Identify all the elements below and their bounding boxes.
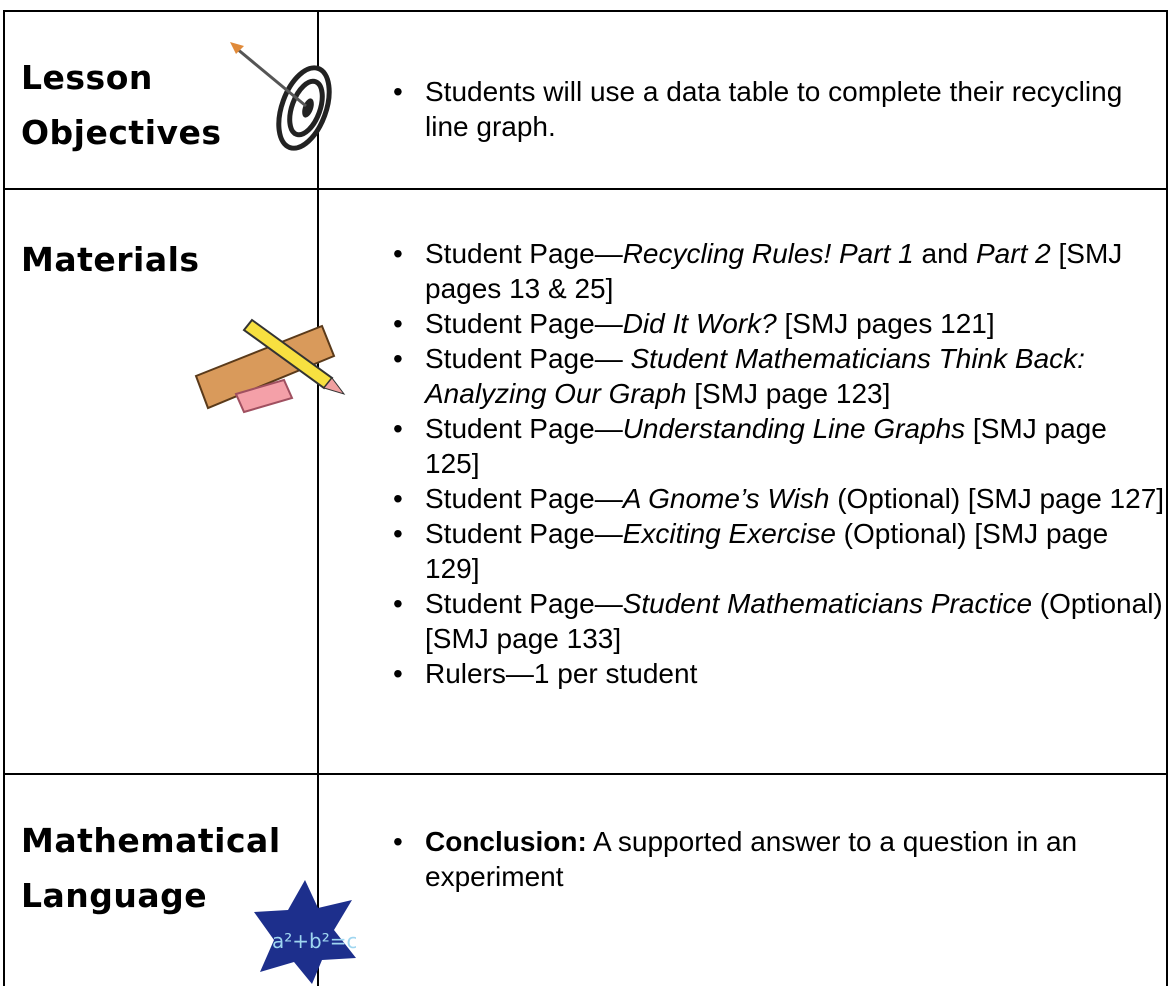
list-item: Student Page—Exciting Exercise (Optional… — [393, 516, 1165, 586]
list-item: Student Page— Student Mathematicians Thi… — [393, 341, 1165, 411]
list-item: Conclusion: A supported answer to a ques… — [393, 824, 1165, 894]
target-icon — [230, 42, 332, 151]
text-segment: Student Page— — [425, 518, 623, 549]
row-heading: Lesson Objectives — [21, 50, 222, 160]
table-row: MaterialsStudent Page—Recycling Rules! P… — [3, 188, 1168, 773]
formula-star-icon: a²+b²=c² — [254, 880, 356, 984]
text-segment: Student Page— — [425, 238, 623, 269]
ruler-pencil-icon — [194, 318, 346, 414]
text-segment: and — [913, 238, 976, 269]
list-item: Student Page—Understanding Line Graphs [… — [393, 411, 1165, 481]
list-item: Student Page—Did It Work? [SMJ pages 121… — [393, 306, 1165, 341]
text-segment: (Optional) [SMJ page 133] — [425, 588, 1163, 654]
heading-line: Objectives — [21, 113, 222, 152]
heading-line: Language — [21, 876, 208, 915]
text-segment: [SMJ pages 13 & 25] — [425, 238, 1123, 304]
heading-line: Lesson — [21, 58, 153, 97]
text-segment: Conclusion: — [425, 826, 587, 857]
text-segment: Exciting Exercise — [622, 518, 836, 549]
table-row: Mathematical Language Conclusion: A suppor… — [3, 773, 1168, 986]
text-segment: [SMJ page 125] — [425, 413, 1107, 479]
row-heading: Materials — [21, 232, 200, 287]
column-divider — [317, 190, 319, 773]
text-segment: (Optional) [SMJ page 129] — [425, 518, 1109, 584]
text-segment: Recycling Rules! Part 1 — [622, 238, 914, 269]
item-list: Student Page—Recycling Rules! Part 1 and… — [393, 236, 1165, 691]
text-segment: Student Page— — [425, 308, 623, 339]
heading-line: Mathematical — [21, 821, 281, 860]
row-heading: Mathematical Language — [21, 813, 281, 923]
text-segment: Student Page— — [425, 413, 623, 444]
text-segment: A Gnome’s Wish — [622, 483, 830, 514]
text-segment: Students will use a data table to comple… — [425, 76, 1123, 142]
item-list: Students will use a data table to comple… — [393, 74, 1165, 144]
text-segment: Student Page— — [425, 483, 623, 514]
text-segment: Understanding Line Graphs — [622, 413, 966, 444]
text-segment: (Optional) [SMJ page 127] — [829, 483, 1165, 514]
lesson-table: Lesson Objectives Students will use a data… — [3, 10, 1170, 986]
text-segment: Did It Work? — [622, 308, 777, 339]
column-divider — [317, 775, 319, 986]
list-item: Student Page—Student Mathematicians Prac… — [393, 586, 1165, 656]
text-segment: Rulers—1 per student — [425, 658, 698, 689]
text-segment: Student Page— — [425, 343, 631, 374]
text-segment: Part 2 — [976, 238, 1051, 269]
table-row: Lesson Objectives Students will use a data… — [3, 10, 1168, 188]
text-segment: Student Page— — [425, 588, 623, 619]
list-item: Students will use a data table to comple… — [393, 74, 1165, 144]
text-segment: A supported answer to a question in an e… — [425, 826, 1078, 892]
svg-text:a²+b²=c²: a²+b²=c² — [272, 929, 356, 953]
text-segment: Student Mathematicians Practice — [622, 588, 1033, 619]
list-item: Student Page—A Gnome’s Wish (Optional) [… — [393, 481, 1165, 516]
text-segment: [SMJ page 123] — [686, 378, 891, 409]
list-item: Student Page—Recycling Rules! Part 1 and… — [393, 236, 1165, 306]
text-segment: [SMJ pages 121] — [776, 308, 995, 339]
list-item: Rulers—1 per student — [393, 656, 1165, 691]
heading-line: Materials — [21, 240, 200, 279]
item-list: Conclusion: A supported answer to a ques… — [393, 824, 1165, 894]
text-segment: Student Mathematicians Think Back: Analy… — [425, 343, 1085, 409]
